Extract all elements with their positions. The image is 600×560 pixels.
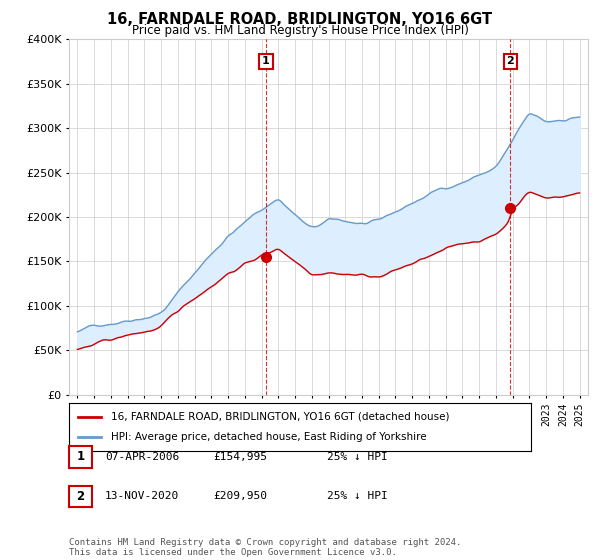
- Text: Price paid vs. HM Land Registry's House Price Index (HPI): Price paid vs. HM Land Registry's House …: [131, 24, 469, 37]
- Text: 16, FARNDALE ROAD, BRIDLINGTON, YO16 6GT (detached house): 16, FARNDALE ROAD, BRIDLINGTON, YO16 6GT…: [110, 412, 449, 422]
- Text: 2: 2: [76, 489, 85, 503]
- Text: 13-NOV-2020: 13-NOV-2020: [105, 491, 179, 501]
- Text: 1: 1: [262, 57, 270, 67]
- Text: £154,995: £154,995: [213, 452, 267, 462]
- Text: 1: 1: [76, 450, 85, 464]
- Text: 25% ↓ HPI: 25% ↓ HPI: [327, 491, 388, 501]
- Text: £209,950: £209,950: [213, 491, 267, 501]
- Text: 2: 2: [506, 57, 514, 67]
- Text: HPI: Average price, detached house, East Riding of Yorkshire: HPI: Average price, detached house, East…: [110, 432, 426, 442]
- Text: Contains HM Land Registry data © Crown copyright and database right 2024.
This d: Contains HM Land Registry data © Crown c…: [69, 538, 461, 557]
- Text: 16, FARNDALE ROAD, BRIDLINGTON, YO16 6GT: 16, FARNDALE ROAD, BRIDLINGTON, YO16 6GT: [107, 12, 493, 27]
- Text: 25% ↓ HPI: 25% ↓ HPI: [327, 452, 388, 462]
- Text: 07-APR-2006: 07-APR-2006: [105, 452, 179, 462]
